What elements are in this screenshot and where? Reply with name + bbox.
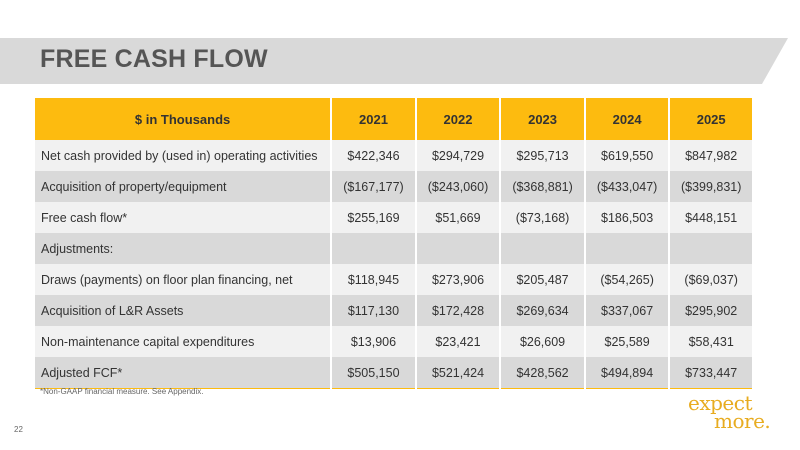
- value-cell: ($167,177): [331, 171, 417, 202]
- value-cell: ($243,060): [415, 171, 502, 202]
- table-row: Net cash provided by (used in) operating…: [35, 140, 752, 171]
- row-label: Adjustments:: [35, 233, 333, 264]
- title-band-shape: [0, 38, 788, 84]
- value-cell: [415, 233, 502, 264]
- value-cell: $619,550: [584, 140, 671, 171]
- value-cell: ($433,047): [584, 171, 671, 202]
- table-row: Acquisition of L&R Assets $117,130 $172,42…: [35, 295, 752, 326]
- value-cell: $494,894: [584, 357, 671, 389]
- table-row: Free cash flow* $255,169 $51,669 ($73,168) $…: [35, 202, 752, 233]
- value-cell: $255,169: [331, 202, 417, 233]
- table-row: Non-maintenance capital expenditures $13,…: [35, 326, 752, 357]
- expect-more-logo: expect more.: [688, 391, 780, 433]
- row-label: Non-maintenance capital expenditures: [35, 326, 333, 357]
- table-row: Adjustments:: [35, 233, 752, 264]
- column-header: 2022: [415, 98, 502, 140]
- value-cell: $428,562: [500, 357, 586, 389]
- row-label: Draws (payments) on floor plan financing…: [35, 264, 333, 295]
- logo-line-1: expect: [688, 391, 753, 415]
- value-cell: $58,431: [669, 326, 752, 357]
- value-cell: ($368,881): [500, 171, 586, 202]
- value-cell: $295,713: [500, 140, 586, 171]
- value-cell: $505,150: [331, 357, 417, 389]
- value-cell: ($73,168): [500, 202, 586, 233]
- value-cell: $733,447: [669, 357, 752, 389]
- column-header: 2021: [331, 98, 417, 140]
- row-label: Acquisition of property/equipment: [35, 171, 333, 202]
- value-cell: $186,503: [584, 202, 671, 233]
- value-cell: $269,634: [500, 295, 586, 326]
- value-cell: $172,428: [415, 295, 502, 326]
- value-cell: $205,487: [500, 264, 586, 295]
- table-row: Draws (payments) on floor plan financing…: [35, 264, 752, 295]
- column-header: $ in Thousands: [35, 98, 333, 140]
- value-cell: $117,130: [331, 295, 417, 326]
- row-label: Net cash provided by (used in) operating…: [35, 140, 333, 171]
- logo-line-2: more.: [714, 409, 771, 433]
- value-cell: $448,151: [669, 202, 752, 233]
- page-number: 22: [14, 425, 23, 434]
- value-cell: $13,906: [331, 326, 417, 357]
- row-label: Adjusted FCF*: [35, 357, 333, 389]
- page-title: FREE CASH FLOW: [40, 45, 268, 73]
- value-cell: ($399,831): [669, 171, 752, 202]
- value-cell: $118,945: [331, 264, 417, 295]
- table-row: Adjusted FCF* $505,150 $521,424 $428,562 $49…: [35, 357, 752, 389]
- value-cell: $273,906: [415, 264, 502, 295]
- value-cell: [331, 233, 417, 264]
- value-cell: $422,346: [331, 140, 417, 171]
- value-cell: $51,669: [415, 202, 502, 233]
- row-label: Acquisition of L&R Assets: [35, 295, 333, 326]
- value-cell: $294,729: [415, 140, 502, 171]
- column-header: 2025: [669, 98, 752, 140]
- value-cell: $25,589: [584, 326, 671, 357]
- table-header-row: $ in Thousands 2021 2022 2023 2024 2025: [35, 98, 752, 140]
- value-cell: $23,421: [415, 326, 502, 357]
- value-cell: [584, 233, 671, 264]
- value-cell: [500, 233, 586, 264]
- value-cell: $337,067: [584, 295, 671, 326]
- table-row: Acquisition of property/equipment ($167,1…: [35, 171, 752, 202]
- value-cell: $521,424: [415, 357, 502, 389]
- free-cash-flow-table: $ in Thousands 2021 2022 2023 2024 2025 …: [35, 98, 752, 389]
- title-band: [0, 38, 800, 84]
- value-cell: $847,982: [669, 140, 752, 171]
- column-header: 2023: [500, 98, 586, 140]
- row-label: Free cash flow*: [35, 202, 333, 233]
- value-cell: ($69,037): [669, 264, 752, 295]
- value-cell: $26,609: [500, 326, 586, 357]
- value-cell: [669, 233, 752, 264]
- value-cell: $295,902: [669, 295, 752, 326]
- footnote: *Non-GAAP financial measure. See Appendi…: [40, 387, 204, 396]
- column-header: 2024: [584, 98, 671, 140]
- value-cell: ($54,265): [584, 264, 671, 295]
